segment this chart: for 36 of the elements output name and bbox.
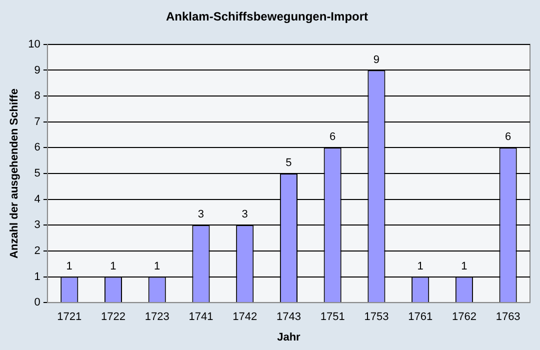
y-tick-label: 10 xyxy=(28,38,40,50)
y-tick-label: 4 xyxy=(34,193,40,206)
y-tick-label: 5 xyxy=(34,168,40,180)
x-axis-title: Jahr xyxy=(277,331,302,344)
x-tick-label: 1761 xyxy=(408,311,433,324)
data-label: 3 xyxy=(198,208,204,221)
x-tick-label: 1753 xyxy=(364,311,389,324)
y-axis-title: Anzahl der ausgehenden Schiffe xyxy=(8,88,21,258)
x-tick-label: 1763 xyxy=(496,311,520,324)
y-tick-label: 2 xyxy=(34,244,40,257)
chart-title: Anklam-Schiffsbewegungen-Import xyxy=(166,10,368,24)
data-label: 5 xyxy=(286,157,292,170)
y-tick-label: 0 xyxy=(34,296,40,309)
y-tick-label: 8 xyxy=(34,90,40,102)
data-label: 6 xyxy=(330,131,336,144)
data-label: 3 xyxy=(242,208,248,221)
data-label: 1 xyxy=(66,260,72,272)
x-tick-label: 1743 xyxy=(276,311,301,324)
x-tick-label: 1741 xyxy=(188,311,214,324)
data-label: 1 xyxy=(154,260,160,272)
data-label: 1 xyxy=(461,260,468,272)
y-tick-label: 6 xyxy=(34,142,40,154)
y-tick-label: 9 xyxy=(34,64,40,76)
y-tick-label: 3 xyxy=(34,219,40,232)
x-tick-label: 1721 xyxy=(57,311,82,324)
x-tick-label: 1742 xyxy=(232,311,258,324)
data-label: 1 xyxy=(417,260,424,272)
x-tick-label: 1722 xyxy=(100,311,126,324)
x-tick-label: 1762 xyxy=(452,311,476,324)
x-tick-label: 1751 xyxy=(320,311,345,324)
data-label: 6 xyxy=(505,131,512,144)
data-label: 9 xyxy=(373,54,380,66)
y-tick-label: 7 xyxy=(34,116,40,128)
data-label: 1 xyxy=(110,260,116,272)
x-tick-label: 1723 xyxy=(144,311,170,324)
y-tick-label: 1 xyxy=(34,270,40,283)
